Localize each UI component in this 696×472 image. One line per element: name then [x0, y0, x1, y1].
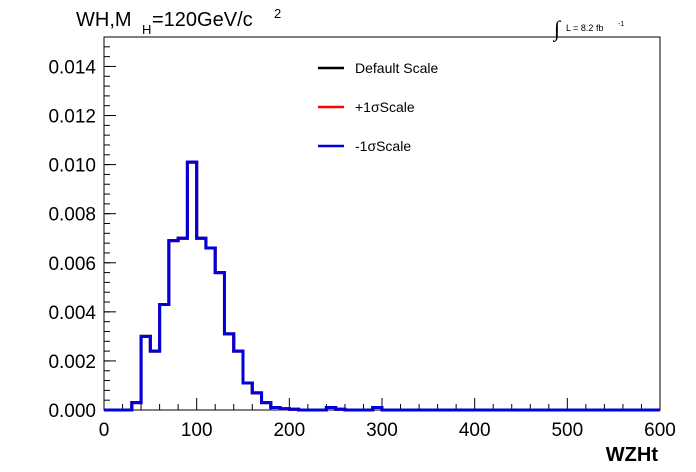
x-tick-label: 0 — [99, 420, 110, 441]
chart-title-superscript: 2 — [274, 6, 281, 21]
x-axis: 0 100 200 300 400 500 600 — [99, 398, 676, 441]
y-tick-label: 0.014 — [48, 57, 96, 78]
x-tick-label: 200 — [273, 420, 305, 441]
legend-label-plus1sigma: +1σScale — [355, 99, 415, 115]
x-tick-label: 100 — [181, 420, 213, 441]
x-tick-label: 300 — [366, 420, 398, 441]
legend: Default Scale +1σScale -1σScale — [318, 60, 438, 154]
series-line-minus1sigma — [104, 160, 660, 412]
x-axis-label: WZHt — [606, 444, 659, 466]
legend-label-default: Default Scale — [355, 60, 438, 76]
lumi-integral: ∫ — [552, 16, 562, 42]
y-tick-label: 0.000 — [48, 401, 96, 422]
chart-title-main: WH,M — [76, 9, 132, 31]
lumi-superscript: -1 — [618, 21, 624, 28]
x-tick-label: 400 — [459, 420, 491, 441]
y-tick-label: 0.010 — [48, 156, 96, 177]
y-tick-label: 0.008 — [48, 205, 96, 226]
chart-title-subscript: H — [142, 22, 151, 37]
lumi-label: L = 8.2 fb — [566, 23, 603, 33]
x-tick-label: 600 — [644, 420, 676, 441]
y-tick-label: 0.006 — [48, 254, 96, 275]
y-tick-label: 0.012 — [48, 107, 96, 128]
y-tick-label: 0.002 — [48, 352, 96, 373]
x-tick-label: 500 — [551, 420, 583, 441]
chart-title-rest: =120GeV/c — [152, 9, 253, 31]
legend-label-minus1sigma: -1σScale — [355, 138, 411, 154]
series-layer — [104, 160, 660, 412]
y-axis: 0.000 0.002 0.004 0.006 0.008 0.010 0.012 0.014 — [48, 36, 116, 422]
y-tick-label: 0.004 — [48, 303, 96, 324]
